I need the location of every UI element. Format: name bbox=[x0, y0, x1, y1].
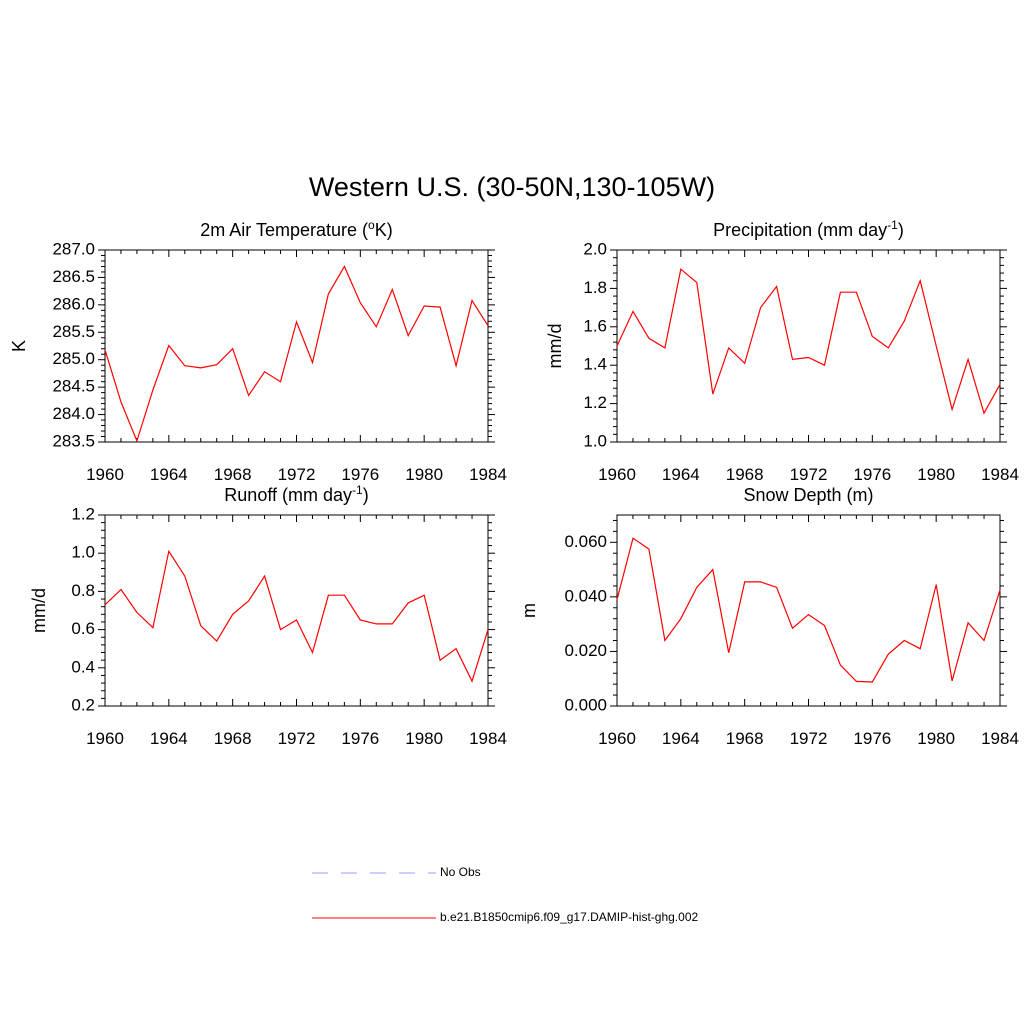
x-tick-label: 1964 bbox=[662, 465, 700, 484]
legend-item: b.e21.B1850cmip6.f09_g17.DAMIP-hist-ghg.… bbox=[312, 910, 698, 924]
panels: 2m Air Temperature (oK) K 1960 1964 1968 1972… bbox=[9, 218, 1019, 748]
x-tick-label: 1960 bbox=[86, 729, 124, 748]
panel-title: Snow Depth (m) bbox=[743, 485, 873, 505]
legend-label: No Obs bbox=[440, 865, 481, 879]
plot-frame bbox=[104, 249, 489, 443]
y-tick-label: 285.5 bbox=[52, 322, 95, 341]
x-tick-label: 1960 bbox=[598, 729, 636, 748]
legend: No Obs b.e21.B1850cmip6.f09_g17.DAMIP-his… bbox=[312, 865, 698, 924]
y-tick-label: 1.6 bbox=[583, 316, 607, 335]
y-tick-label: 1.2 bbox=[583, 393, 607, 412]
y-axis-label: mm/d bbox=[29, 588, 49, 633]
x-tick-label: 1980 bbox=[917, 729, 955, 748]
plot-frame bbox=[616, 249, 1001, 443]
y-tick-label: 285.0 bbox=[52, 349, 95, 368]
y-tick-label: 2.0 bbox=[583, 239, 607, 258]
panel-4: Snow Depth (m) m 1960 1964 1968 1972 1976 1980 1… bbox=[519, 485, 1019, 748]
x-tick-label: 1984 bbox=[469, 465, 507, 484]
x-tick-label: 1980 bbox=[405, 465, 443, 484]
panel-title: Precipitation (mm day-1) bbox=[713, 218, 904, 240]
y-tick-label: 283.5 bbox=[52, 431, 95, 450]
x-tick-label: 1980 bbox=[917, 465, 955, 484]
panel-3: Runoff (mm day-1) mm/d 1960 1964 1968 1972 197… bbox=[29, 483, 507, 748]
x-tick-label: 1960 bbox=[86, 465, 124, 484]
plot-frame bbox=[616, 514, 1001, 707]
legend-item: No Obs bbox=[312, 865, 481, 879]
y-tick-label: 1.0 bbox=[583, 431, 607, 450]
x-tick-label: 1980 bbox=[405, 729, 443, 748]
y-tick-label: 0.6 bbox=[71, 619, 95, 638]
series-line bbox=[104, 265, 489, 443]
x-tick-label: 1964 bbox=[662, 729, 700, 748]
y-tick-label: 1.4 bbox=[583, 355, 607, 374]
panel-title: 2m Air Temperature (oK) bbox=[200, 218, 392, 240]
y-axis-label: m bbox=[519, 603, 539, 618]
y-tick-label: 1.8 bbox=[583, 278, 607, 297]
y-axis-label: mm/d bbox=[545, 324, 565, 369]
x-tick-label: 1976 bbox=[341, 465, 379, 484]
y-tick-label: 0.060 bbox=[564, 532, 607, 551]
y-tick-label: 286.5 bbox=[52, 267, 95, 286]
x-tick-label: 1972 bbox=[278, 729, 316, 748]
legend-label: b.e21.B1850cmip6.f09_g17.DAMIP-hist-ghg.… bbox=[440, 910, 698, 924]
x-tick-label: 1964 bbox=[150, 465, 188, 484]
x-tick-label: 1968 bbox=[214, 729, 252, 748]
x-tick-label: 1976 bbox=[853, 729, 891, 748]
x-tick-label: 1984 bbox=[981, 465, 1019, 484]
y-tick-label: 284.5 bbox=[52, 377, 95, 396]
y-tick-label: 284.0 bbox=[52, 404, 95, 423]
x-tick-label: 1968 bbox=[726, 729, 764, 748]
x-tick-label: 1976 bbox=[341, 729, 379, 748]
y-tick-label: 0.8 bbox=[71, 581, 95, 600]
plot-frame bbox=[104, 514, 489, 707]
y-tick-label: 0.020 bbox=[564, 641, 607, 660]
x-tick-label: 1976 bbox=[853, 465, 891, 484]
figure-title: Western U.S. (30-50N,130-105W) bbox=[309, 172, 715, 202]
x-tick-label: 1984 bbox=[469, 729, 507, 748]
y-axis-label: K bbox=[9, 340, 29, 352]
x-tick-label: 1984 bbox=[981, 729, 1019, 748]
panel-title: Runoff (mm day-1) bbox=[224, 483, 368, 505]
x-tick-label: 1960 bbox=[598, 465, 636, 484]
y-tick-label: 0.000 bbox=[564, 695, 607, 714]
x-tick-label: 1972 bbox=[278, 465, 316, 484]
y-tick-label: 0.4 bbox=[71, 657, 95, 676]
series-line bbox=[616, 268, 1001, 415]
x-tick-label: 1972 bbox=[790, 729, 828, 748]
y-tick-label: 0.040 bbox=[564, 586, 607, 605]
y-tick-label: 1.0 bbox=[71, 543, 95, 562]
x-tick-label: 1968 bbox=[214, 465, 252, 484]
y-tick-label: 287.0 bbox=[52, 239, 95, 258]
x-tick-label: 1964 bbox=[150, 729, 188, 748]
x-tick-label: 1972 bbox=[790, 465, 828, 484]
y-tick-label: 1.2 bbox=[71, 504, 95, 523]
series-line bbox=[104, 549, 489, 683]
x-tick-label: 1968 bbox=[726, 465, 764, 484]
panel-1: 2m Air Temperature (oK) K 1960 1964 1968 1972… bbox=[9, 218, 507, 484]
panel-2: Precipitation (mm day-1) mm/d 1960 1964 1968… bbox=[545, 218, 1019, 484]
series-line bbox=[616, 537, 1001, 683]
y-tick-label: 286.0 bbox=[52, 294, 95, 313]
y-tick-label: 0.2 bbox=[71, 695, 95, 714]
